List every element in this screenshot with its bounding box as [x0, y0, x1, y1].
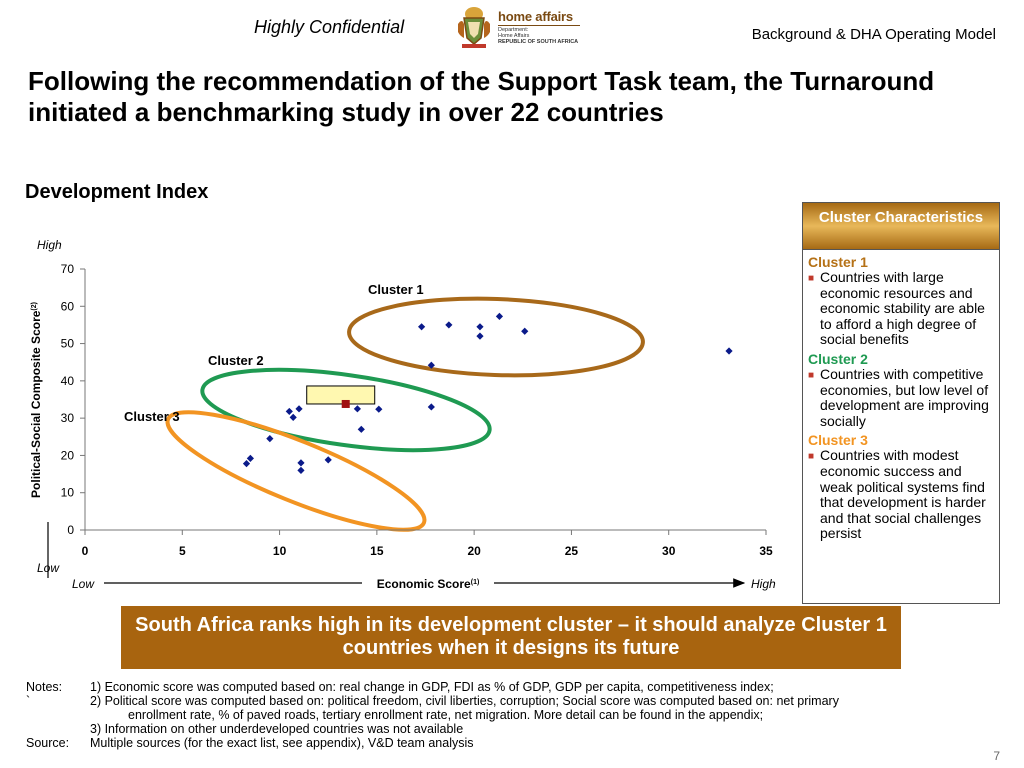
data-point — [445, 321, 453, 329]
data-point — [353, 405, 361, 413]
data-point — [495, 312, 504, 320]
panel-cluster-1-name: Cluster 1 — [808, 254, 868, 270]
x-tick-label: 35 — [759, 544, 773, 558]
data-point — [246, 454, 254, 463]
panel-cluster-2-name: Cluster 2 — [808, 350, 868, 367]
x-tick-label: 0 — [82, 544, 89, 558]
source-label: Source: — [26, 736, 70, 750]
data-point — [295, 405, 303, 413]
coat-of-arms-icon — [458, 7, 490, 48]
data-point — [476, 332, 484, 340]
y-axis-title-sup: (2) — [31, 302, 38, 311]
key-takeaway-callout: South Africa ranks high in its developme… — [121, 606, 901, 669]
x-tick-label: 5 — [179, 544, 186, 558]
panel-cluster-3-text: ■ Countries with modest economic success … — [808, 447, 986, 542]
y-tick-label: 50 — [61, 337, 75, 351]
logo-line-2: Home Affairs — [498, 33, 530, 39]
data-point — [297, 459, 305, 467]
footnotes: Notes: 1) Economic score was computed bas… — [26, 680, 1006, 750]
tick-mark: ` — [26, 694, 31, 708]
source-text: Multiple sources (for the exact list, se… — [90, 736, 474, 750]
y-low-label: Low — [37, 561, 60, 575]
y-axis-title: Political-Social Composite Score(2) — [29, 302, 43, 498]
data-point — [725, 347, 733, 355]
y-high-label: High — [37, 238, 62, 252]
data-point — [266, 435, 274, 443]
x-axis-title-sup: (1) — [471, 579, 480, 586]
y-tick-label: 30 — [61, 411, 75, 425]
panel-cluster-1-text: ■ Countries with large economic resources… — [808, 269, 985, 348]
logo-line-1: Department: — [498, 27, 529, 33]
cluster-2-ellipse — [200, 367, 492, 453]
cluster-1-ellipse — [347, 296, 645, 378]
note-1: 1) Economic score was computed based on:… — [90, 680, 774, 694]
y-tick-label: 0 — [67, 523, 74, 537]
cluster-3-label: Cluster 3 — [124, 409, 180, 424]
data-point — [324, 456, 332, 464]
bullet-icon: ■ — [808, 369, 815, 381]
home-affairs-logo: home affairs Department: Home Affairs RE… — [454, 4, 584, 50]
section-header: Background & DHA Operating Model — [751, 26, 996, 43]
bullet-icon: ■ — [808, 273, 815, 284]
note-2-continued: enrollment rate, % of paved roads, terti… — [128, 708, 764, 722]
data-point — [297, 466, 305, 474]
x-high-label: High — [751, 577, 776, 591]
y-tick-label: 60 — [61, 299, 75, 313]
cluster-3-ellipse — [165, 410, 427, 532]
panel-cluster-3-name: Cluster 3 — [808, 432, 868, 449]
bullet-icon: ■ — [808, 451, 815, 463]
chart-section-title: Development Index — [25, 181, 209, 203]
x-tick-label: 25 — [565, 544, 579, 558]
x-tick-label: 15 — [370, 544, 384, 558]
y-tick-label: 10 — [61, 486, 75, 500]
data-point — [375, 405, 383, 413]
data-point — [242, 460, 251, 468]
y-tick-label: 20 — [61, 448, 75, 462]
data-point — [476, 323, 484, 331]
y-tick-label: 40 — [61, 374, 75, 388]
data-point — [427, 361, 435, 369]
development-index-chart: 0 5 10 15 20 25 30 35 0 10 20 30 40 50 60 70 Cluster 1 C… — [29, 238, 776, 591]
south-africa-point — [341, 399, 350, 408]
data-point — [357, 425, 365, 433]
x-axis-title: Economic Score(1) — [377, 577, 480, 591]
x-low-label: Low — [72, 577, 95, 591]
notes-label: Notes: — [26, 680, 63, 694]
note-2: 2) Political score was computed based on… — [90, 694, 839, 708]
data-point — [418, 323, 426, 331]
x-tick-label: 30 — [662, 544, 676, 558]
page-number: 7 — [993, 749, 1000, 763]
data-point — [285, 407, 293, 416]
panel-cluster-2-text: ■ Countries with competitive economies, b… — [808, 365, 989, 429]
logo-line-3: REPUBLIC OF SOUTH AFRICA — [498, 39, 579, 45]
data-point — [289, 413, 297, 421]
y-tick-label: 70 — [61, 262, 75, 276]
cluster-1-label: Cluster 1 — [368, 282, 424, 297]
x-tick-label: 10 — [273, 544, 287, 558]
south-africa-highlight-box — [306, 385, 376, 405]
x-tick-label: 20 — [467, 544, 481, 558]
cluster-characteristics-panel: Cluster Characteristics Cluster 1 ■ Countr… — [802, 202, 1000, 604]
confidential-label: Highly Confidential — [254, 17, 405, 37]
panel-title: Cluster Characteristics — [803, 203, 999, 250]
page-title: Following the recommendation of the Supp… — [28, 66, 935, 127]
data-point — [521, 327, 529, 335]
data-point — [427, 403, 435, 411]
cluster-2-label: Cluster 2 — [208, 353, 264, 368]
logo-title: home affairs — [498, 9, 573, 24]
note-3: 3) Information on other underdeveloped c… — [90, 722, 464, 736]
